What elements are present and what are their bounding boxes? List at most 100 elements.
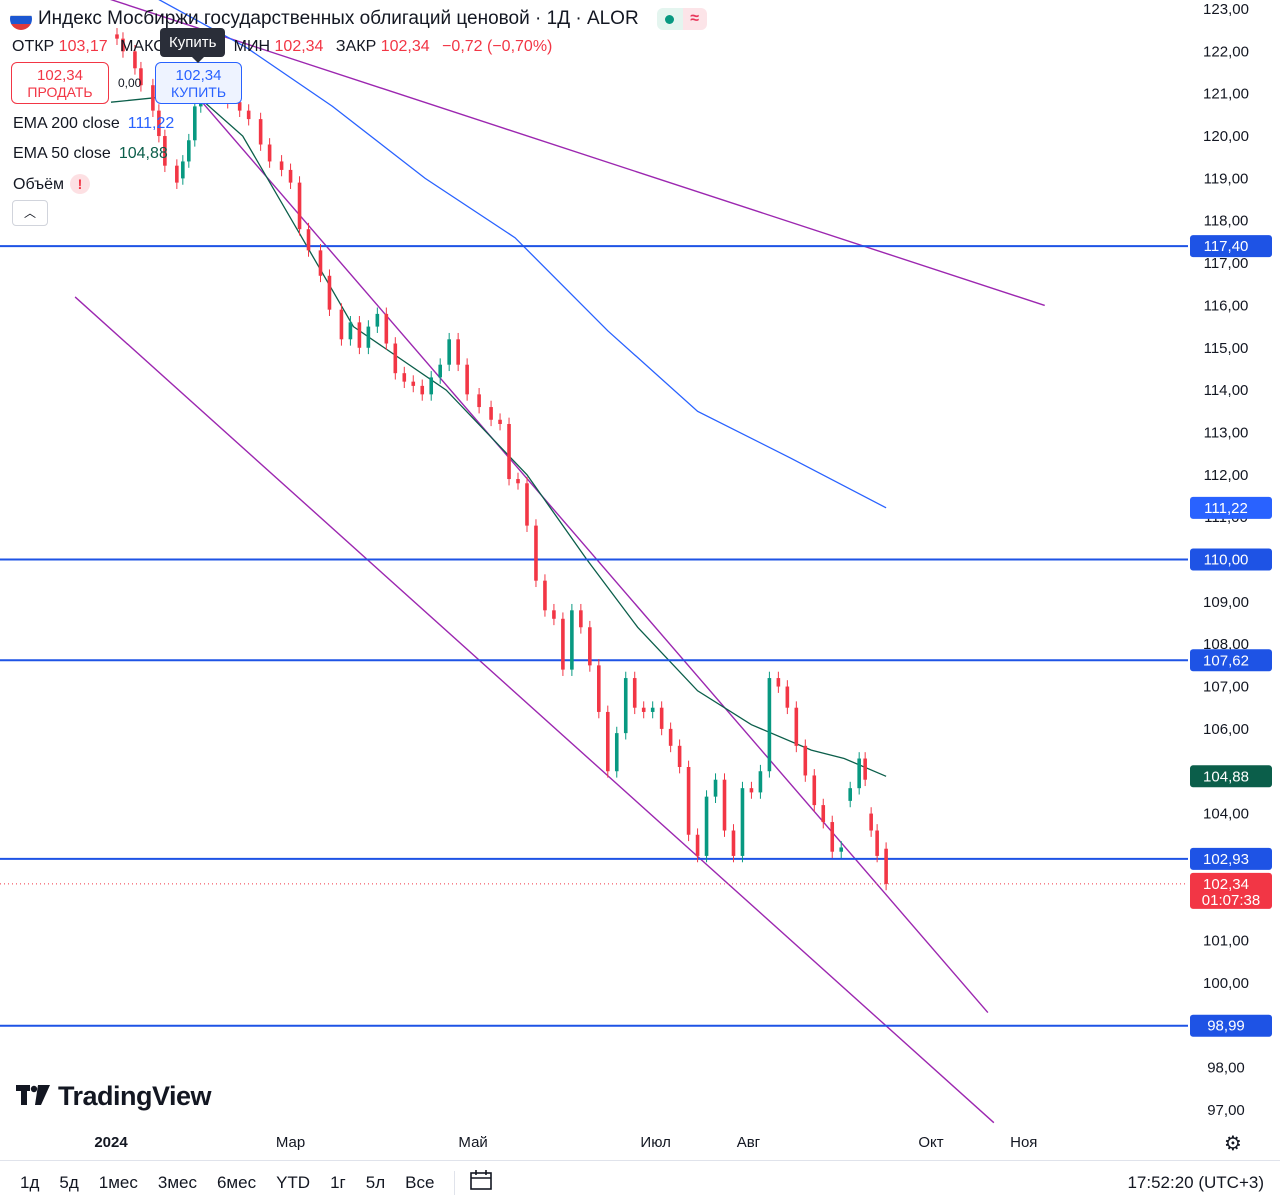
last-badge-countdown: 01:07:38: [1202, 892, 1260, 909]
candle: [348, 316, 353, 346]
candle: [157, 104, 161, 143]
candle: [713, 773, 718, 803]
ema50-line: [110, 93, 887, 777]
candle-body: [420, 385, 425, 395]
y-tick-label: 123,00: [1203, 1, 1249, 18]
candle: [785, 680, 790, 715]
range-5d[interactable]: 5д: [59, 1172, 79, 1192]
candle-body: [740, 788, 745, 856]
market-status[interactable]: ≈: [656, 8, 707, 30]
candle: [465, 358, 469, 401]
x-tick-label: Ноя: [1010, 1134, 1037, 1151]
y-tick-label: 116,00: [1204, 297, 1249, 314]
candle: [163, 129, 167, 173]
candle-body: [267, 144, 272, 162]
y-tick-label: 112,00: [1204, 467, 1249, 484]
go-to-date-icon[interactable]: [469, 1169, 493, 1197]
candle: [552, 603, 556, 626]
candle-body: [157, 110, 161, 137]
level-badge-label: 107,62: [1203, 652, 1249, 669]
candle-body: [579, 610, 583, 628]
trendline: [74, 296, 995, 1124]
open-value: 103,17: [58, 38, 108, 55]
candle: [731, 824, 736, 863]
candle-body: [246, 110, 251, 120]
collapse-legend-button[interactable]: ︿: [12, 200, 48, 226]
candle: [411, 375, 416, 393]
candle-body: [776, 678, 781, 687]
warning-icon[interactable]: !: [69, 174, 90, 194]
candle: [534, 519, 538, 588]
symbol-title[interactable]: Индекс Мосбиржи государственных облигаци…: [38, 8, 639, 29]
candle-body: [187, 140, 191, 162]
level-badge-bg: [1190, 1014, 1272, 1037]
y-tick-label: 113,00: [1204, 424, 1249, 441]
x-tick-label: Авг: [737, 1134, 761, 1151]
ema50-badge-bg: [1190, 765, 1272, 788]
candle-body: [465, 364, 469, 395]
candle-body: [839, 847, 844, 852]
low-label: МИН: [233, 38, 271, 55]
clock-time[interactable]: 17:52:20 (UTC+3): [1127, 1172, 1264, 1192]
ema50-legend[interactable]: EMA 50 close 104,88: [13, 145, 168, 163]
candle-body: [641, 707, 646, 712]
ema200-badge-label: 111,22: [1204, 500, 1248, 517]
buy-button[interactable]: 102,34 КУПИТЬ: [155, 62, 242, 104]
candle-body: [151, 85, 155, 111]
ema200-legend[interactable]: EMA 200 close 111,22: [13, 115, 174, 133]
range-5y[interactable]: 5л: [365, 1172, 386, 1192]
y-tick-label: 109,00: [1203, 594, 1249, 611]
trendline: [110, 0, 1045, 307]
level-badge-bg: [1190, 847, 1272, 870]
candle: [695, 828, 700, 863]
candle: [821, 798, 826, 829]
candle-body: [163, 136, 167, 166]
x-tick-label: Июл: [640, 1134, 670, 1151]
candle: [115, 28, 119, 45]
candle-body: [477, 394, 481, 408]
candle: [507, 417, 511, 486]
candle: [327, 269, 332, 317]
candle: [258, 112, 263, 151]
candle: [869, 807, 873, 837]
y-tick-label: 121,00: [1203, 86, 1249, 103]
candle: [447, 332, 451, 372]
candle-body: [357, 322, 362, 348]
y-tick-label: 108,00: [1203, 636, 1249, 653]
candle-body: [830, 822, 835, 852]
axis-settings-icon[interactable]: ⚙: [1224, 1133, 1242, 1155]
candle-body: [534, 525, 538, 581]
ema200-badge-bg: [1190, 496, 1272, 519]
candle-body: [561, 618, 565, 670]
range-ytd[interactable]: YTD: [276, 1172, 311, 1192]
range-1y[interactable]: 1г: [330, 1172, 346, 1192]
candle-body: [731, 830, 736, 856]
level-badge-label: 110,00: [1204, 552, 1249, 569]
volume-legend[interactable]: Объём!: [13, 174, 90, 194]
range-3m[interactable]: 3мес: [157, 1172, 197, 1192]
candle: [863, 752, 867, 787]
tradingview-logo[interactable]: TradingView: [16, 1080, 212, 1112]
range-all[interactable]: Все: [405, 1172, 435, 1192]
candle: [151, 78, 155, 117]
candle: [758, 764, 763, 799]
level-badge-label: 98,99: [1207, 1018, 1245, 1035]
level-badge: 98,99: [1190, 1014, 1272, 1037]
range-1m[interactable]: 1мес: [98, 1172, 138, 1192]
range-6m[interactable]: 6мес: [216, 1172, 257, 1192]
candle-body: [848, 788, 852, 801]
range-1d[interactable]: 1д: [20, 1172, 40, 1192]
candle-body: [803, 745, 808, 776]
candle: [803, 739, 808, 782]
candle-body: [623, 678, 628, 734]
candle-body: [411, 381, 416, 386]
candle-body: [429, 377, 434, 395]
sell-button[interactable]: 102,34 ПРОДАТЬ: [11, 62, 109, 104]
candle-body: [632, 678, 637, 708]
candle: [181, 155, 185, 185]
candle-body: [489, 407, 493, 420]
candle-body: [704, 796, 709, 856]
candle: [429, 371, 434, 401]
